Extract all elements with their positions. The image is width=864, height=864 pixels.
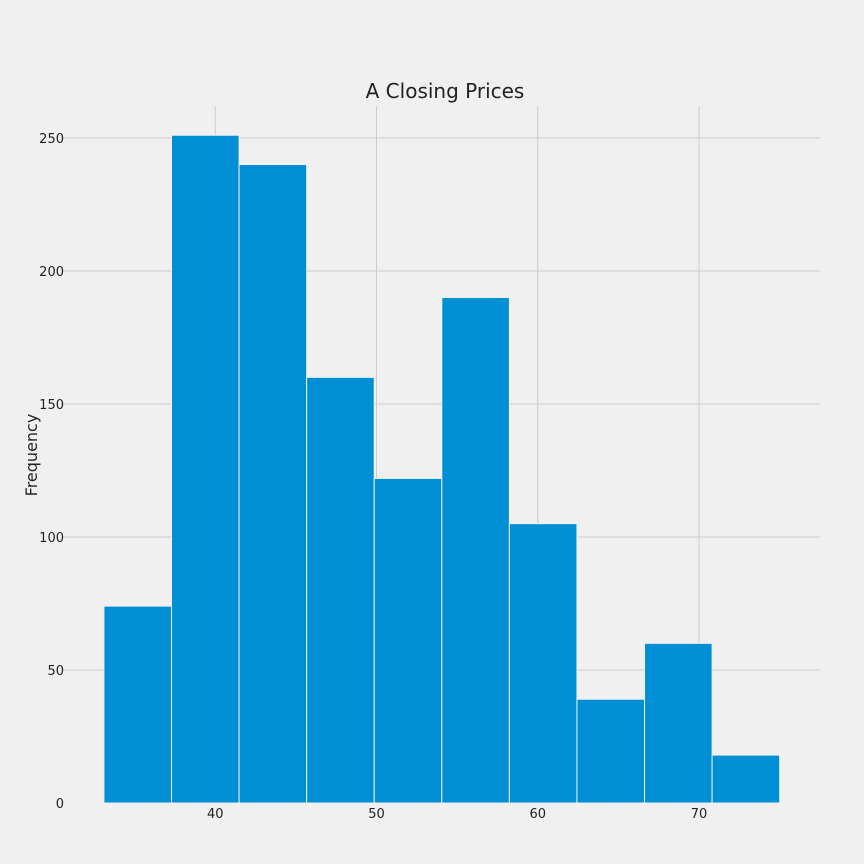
histogram-bar [711,754,781,804]
x-tick-label: 70 [691,807,708,822]
histogram-bar [306,376,375,804]
histogram-bar [508,523,578,804]
y-tick-label: 0 [56,797,64,812]
y-tick-label: 250 [39,132,64,147]
histogram-bar [441,297,510,804]
x-ticks: 40 50 60 70 [207,807,707,822]
x-tick-label: 50 [368,807,385,822]
bars [103,134,781,804]
histogram-bar [644,642,713,804]
y-tick-label: 50 [47,664,64,679]
y-axis-label: Frequency [22,414,41,497]
histogram-bar [103,605,173,804]
x-tick-label: 40 [207,807,224,822]
y-tick-label: 100 [39,531,64,546]
histogram-bar [171,134,240,804]
chart-title: A Closing Prices [366,79,525,103]
histogram-bar [238,164,308,804]
y-tick-label: 200 [39,265,64,280]
histogram-bar [576,698,646,804]
y-ticks: 0 50 100 150 200 250 [39,132,64,812]
histogram-bar [373,477,443,804]
x-tick-label: 60 [529,807,546,822]
y-tick-label: 150 [39,398,64,413]
